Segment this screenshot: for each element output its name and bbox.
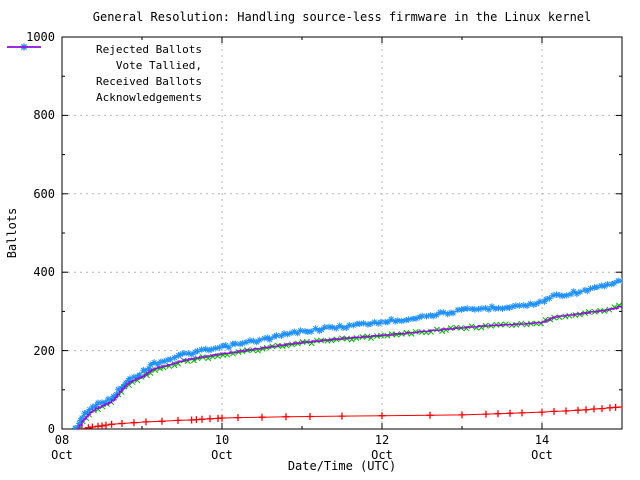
x-tick-label-month: Oct [531,448,553,462]
x-tick-label-day: 10 [214,433,230,447]
x-tick-label-month: Oct [51,448,73,462]
series-markers-2 [71,277,622,429]
series-line-0 [81,406,622,429]
legend-label: Acknowledgements [96,90,202,104]
y-tick-label: 1000 [26,30,55,44]
legend-item-tallied: Vote Tallied, [0,43,202,73]
chart-title: General Resolution: Handling source-less… [92,10,592,24]
legend-label: Vote Tallied, [115,58,202,72]
legend-label: Received Ballots [96,74,202,88]
legend-item-acknowledgements: Acknowledgements [0,46,202,105]
y-tick-label: 200 [33,343,55,358]
series-markers-0 [78,403,622,429]
series-layer [71,277,622,429]
y-tick-label: 600 [33,186,55,201]
x-axis-label: Date/Time (UTC) [287,459,397,473]
y-tick-label: 400 [33,265,55,280]
y-tick-label: 800 [33,108,55,123]
y-tick-label: 0 [47,422,55,436]
legend: Rejected Ballots Vote Tallied, Received … [0,41,202,105]
x-tick-label-month: Oct [371,448,393,462]
x-tick-label-day: 12 [374,433,390,447]
legend-label: Rejected Ballots [96,42,202,56]
x-tick-label-month: Oct [211,448,233,462]
plot-border [61,36,623,430]
series-line-3 [76,305,622,429]
legend-sample-line-icon [7,46,41,48]
x-tick-label-day: 08 [54,433,70,447]
y-axis-label: Ballots [5,207,19,259]
legend-item-received: Received Ballots [0,43,202,89]
x-tick-label-day: 14 [534,433,550,447]
